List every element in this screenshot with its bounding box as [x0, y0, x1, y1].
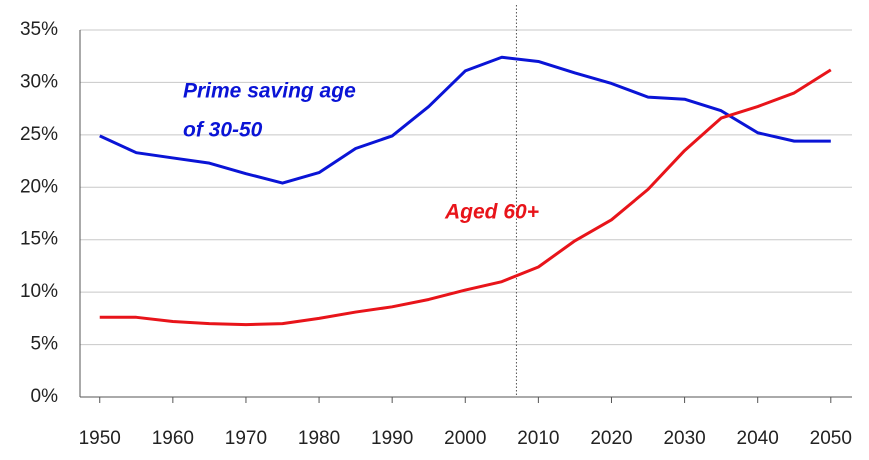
x-tick-label: 2000 — [444, 428, 486, 449]
y-tick-label: 25% — [20, 124, 58, 145]
x-tick-label: 2020 — [590, 428, 632, 449]
y-tick-label: 10% — [20, 281, 58, 302]
x-tick-label: 2010 — [517, 428, 559, 449]
series-line — [99, 55, 831, 185]
y-tick-label: 35% — [20, 19, 58, 40]
x-tick-label: 1960 — [152, 428, 194, 449]
x-tick-label: 1950 — [79, 428, 121, 449]
annotation: Aged 60+ — [444, 201, 539, 224]
y-tick-label: 0% — [31, 386, 59, 407]
x-tick-label: 1990 — [371, 428, 413, 449]
annotation: Prime saving age — [183, 80, 356, 103]
y-tick-label: 20% — [20, 176, 58, 197]
y-tick-label: 30% — [20, 71, 58, 92]
annotation: of 30-50 — [183, 119, 263, 142]
series-line — [99, 68, 832, 327]
x-tick-label: 1980 — [298, 428, 340, 449]
x-tick-label: 2040 — [737, 428, 779, 449]
x-tick-label: 2030 — [663, 428, 705, 449]
y-tick-label: 15% — [20, 229, 58, 250]
x-tick-label: 2050 — [810, 428, 852, 449]
y-tick-label: 5% — [31, 334, 59, 355]
x-tick-label: 1970 — [225, 428, 267, 449]
